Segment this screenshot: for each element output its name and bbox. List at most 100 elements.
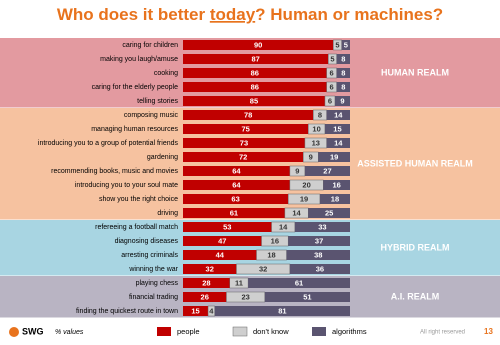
bar-segment	[326, 110, 350, 120]
bar-segment	[294, 222, 350, 232]
bar-segment	[326, 138, 350, 148]
category-label: winning the war	[128, 266, 178, 273]
value-label: 14	[334, 138, 343, 147]
value-label: 64	[232, 180, 241, 189]
value-label: 19	[330, 152, 338, 161]
page-number: 13	[484, 327, 493, 336]
value-label: 73	[240, 138, 248, 147]
category-label: financial trading	[129, 294, 178, 301]
group-label: HYBRID REALM	[381, 242, 450, 252]
bar-segment	[183, 180, 290, 190]
value-label: 6	[330, 82, 334, 91]
category-label: caring for the elderly people	[92, 84, 178, 91]
bar-segment	[183, 54, 329, 64]
category-label: refereeing a football match	[95, 224, 178, 231]
bar-segment	[318, 152, 350, 162]
category-label: show you the right choice	[99, 196, 178, 203]
value-label: 90	[254, 40, 262, 49]
value-label: 5	[344, 40, 348, 49]
bar-segment	[183, 96, 325, 106]
value-label: 26	[201, 292, 209, 301]
value-label: 28	[202, 278, 210, 287]
legend-label: people	[177, 327, 200, 336]
legend-swatch	[312, 327, 326, 336]
bar-segment	[248, 278, 350, 288]
value-label: 81	[278, 306, 286, 315]
category-label: introducing you to your soul mate	[75, 182, 178, 189]
category-label: managing human resources	[91, 126, 178, 133]
bar-segment	[183, 278, 230, 288]
category-label: telling stories	[137, 98, 178, 105]
bar-segment	[324, 124, 350, 134]
value-label: 4	[209, 306, 214, 315]
category-label: cooking	[154, 70, 178, 77]
value-label: 85	[250, 96, 258, 105]
bar-segment	[183, 68, 327, 78]
value-label: 13	[312, 138, 320, 147]
logo-icon	[9, 327, 19, 337]
legend-swatch	[232, 326, 248, 337]
note: % values	[55, 329, 84, 336]
category-label: gardening	[147, 154, 178, 161]
title-part: today	[210, 5, 256, 24]
value-label: 8	[318, 110, 322, 119]
value-label: 15	[191, 306, 199, 315]
bar-segment	[326, 81, 337, 93]
value-label: 5	[335, 40, 339, 49]
bar-segment	[264, 292, 350, 302]
category-label: diagnosing diseases	[115, 238, 179, 245]
category-label: recommending books, music and movies	[51, 168, 178, 175]
value-label: 32	[206, 264, 214, 273]
value-label: 61	[295, 278, 303, 287]
value-label: 9	[309, 152, 313, 161]
value-label: 14	[279, 222, 288, 231]
value-label: 16	[332, 180, 340, 189]
value-label: 27	[323, 166, 331, 175]
bar-segment	[341, 40, 350, 50]
value-label: 8	[341, 82, 345, 91]
value-label: 19	[300, 194, 308, 203]
value-label: 9	[295, 166, 299, 175]
value-label: 33	[318, 222, 326, 231]
bar-segment	[183, 250, 257, 260]
value-label: 15	[333, 124, 341, 133]
group-label: HUMAN REALM	[381, 67, 449, 77]
value-label: 25	[325, 208, 333, 217]
bar-segment	[334, 96, 350, 106]
bar-segment	[326, 67, 337, 79]
bar-segment	[183, 110, 314, 120]
legend-swatch	[157, 327, 171, 336]
value-label: 53	[223, 222, 231, 231]
category-label: driving	[157, 210, 178, 217]
value-label: 86	[251, 68, 259, 77]
bar-segment	[304, 166, 350, 176]
bar-segment	[183, 292, 227, 302]
bar-segment	[308, 208, 350, 218]
chart-title: Who does it better today? Human or machi…	[57, 5, 443, 24]
bar-segment	[183, 208, 285, 218]
value-label: 6	[330, 68, 334, 77]
bar-segment	[183, 124, 309, 134]
value-label: 47	[218, 236, 226, 245]
bar-segment	[183, 222, 272, 232]
bar-segment	[214, 306, 350, 316]
value-label: 36	[316, 264, 324, 273]
value-label: 5	[330, 54, 334, 63]
category-label: caring for children	[122, 42, 178, 49]
category-label: playing chess	[136, 280, 179, 287]
value-label: 9	[340, 96, 344, 105]
bar-segment	[183, 166, 290, 176]
bar-segment	[183, 82, 327, 92]
value-label: 23	[241, 292, 249, 301]
value-label: 20	[302, 180, 310, 189]
title-part: Who does it better	[57, 5, 210, 24]
title-part: ? Human or machines?	[255, 5, 443, 24]
value-label: 8	[341, 54, 345, 63]
rights: All right reserved	[420, 330, 465, 336]
value-label: 32	[259, 264, 267, 273]
legend-label: algorithms	[332, 327, 367, 336]
bar-segment	[336, 82, 350, 92]
bar-segment	[323, 180, 350, 190]
value-label: 51	[303, 292, 311, 301]
